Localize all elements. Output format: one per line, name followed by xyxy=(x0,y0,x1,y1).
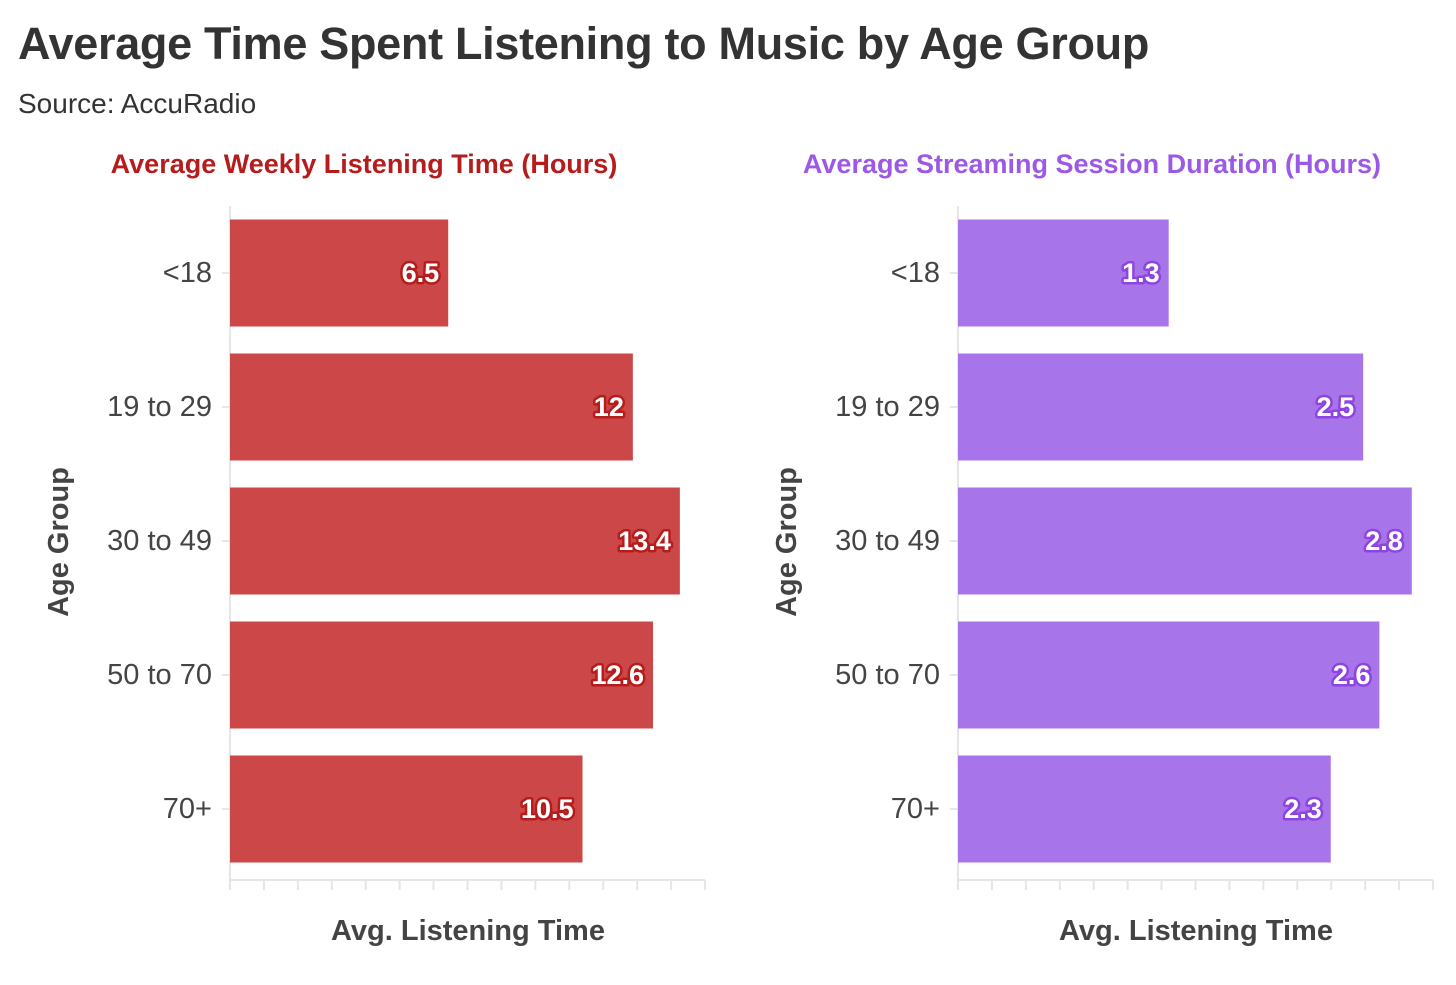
bar xyxy=(230,219,449,327)
panel-title: Average Streaming Session Duration (Hour… xyxy=(803,149,1381,179)
y-tick-label: 70+ xyxy=(163,793,212,825)
weekly-listening-chart: Average Weekly Listening Time (Hours) <18… xyxy=(43,149,706,947)
data-label: 1.3 xyxy=(1122,258,1160,288)
y-tick-label: <18 xyxy=(163,257,212,289)
bar xyxy=(958,621,1380,729)
panel-title: Average Weekly Listening Time (Hours) xyxy=(111,149,618,179)
y-tick-label: 50 to 70 xyxy=(835,659,940,691)
y-axis-title: Age Group xyxy=(771,467,803,617)
bar xyxy=(958,219,1169,327)
y-tick-label: 19 to 29 xyxy=(107,391,212,423)
x-axis-title: Avg. Listening Time xyxy=(331,915,605,947)
bar xyxy=(958,353,1364,461)
chart-subtitle: Source: AccuRadio xyxy=(18,88,257,119)
left-panel: Average Weekly Listening Time (Hours) <18… xyxy=(0,140,728,985)
data-label: 13.4 xyxy=(618,526,671,556)
y-axis-title: Age Group xyxy=(43,467,75,617)
data-label: 12.6 xyxy=(591,660,644,690)
bar xyxy=(958,755,1331,863)
y-tick-label: 70+ xyxy=(891,793,940,825)
data-label: 6.5 xyxy=(402,258,440,288)
bar xyxy=(230,487,680,595)
right-panel: Average Streaming Session Duration (Hour… xyxy=(728,140,1456,985)
y-tick-label: 50 to 70 xyxy=(107,659,212,691)
y-tick-label: <18 xyxy=(891,257,940,289)
bar xyxy=(230,353,633,461)
bar xyxy=(230,621,653,729)
bar xyxy=(958,487,1412,595)
y-tick-label: 19 to 29 xyxy=(835,391,940,423)
bar xyxy=(230,755,583,863)
y-tick-label: 30 to 49 xyxy=(835,525,940,557)
data-label: 2.5 xyxy=(1317,392,1355,422)
session-duration-chart: Average Streaming Session Duration (Hour… xyxy=(771,149,1434,947)
x-axis-title: Avg. Listening Time xyxy=(1059,915,1333,947)
chart-title: Average Time Spent Listening to Music by… xyxy=(18,18,1150,69)
y-tick-label: 30 to 49 xyxy=(107,525,212,557)
data-label: 2.8 xyxy=(1365,526,1403,556)
data-label: 12 xyxy=(594,392,624,422)
data-label: 10.5 xyxy=(521,794,574,824)
data-label: 2.6 xyxy=(1333,660,1371,690)
data-label: 2.3 xyxy=(1284,794,1322,824)
